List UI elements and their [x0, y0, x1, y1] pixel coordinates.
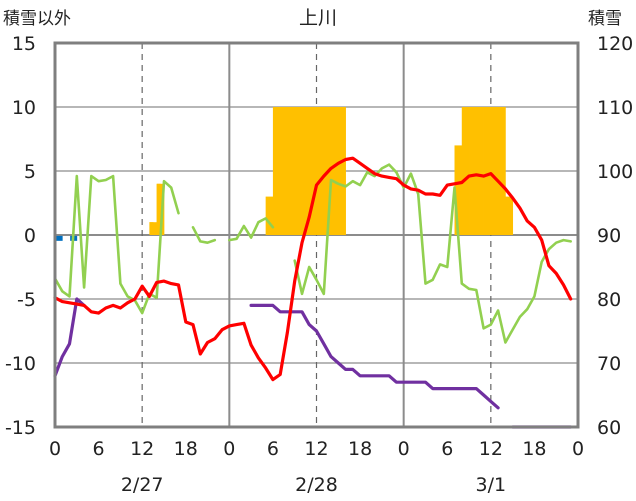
temperature-line	[53, 156, 573, 382]
precip-bar	[149, 222, 158, 235]
x-tick-label: 0	[572, 438, 584, 460]
x-tick-label: 12	[130, 438, 154, 460]
axes	[53, 41, 580, 429]
right-tick-label: 110	[597, 97, 633, 119]
left-tick-label: -15	[5, 417, 36, 439]
wind-line	[53, 174, 180, 315]
blue-mark	[55, 235, 63, 241]
right-tick-label: 60	[597, 417, 621, 439]
right-axis-label: 積雪	[588, 9, 622, 29]
precip-bar	[301, 107, 310, 235]
snow-depth-line	[249, 303, 500, 410]
precip-bar	[272, 107, 281, 235]
precip-bar	[309, 107, 317, 235]
precip-bar	[265, 196, 274, 235]
plot-frame	[53, 41, 580, 429]
precip-bar	[338, 107, 346, 235]
x-tick-label: 0	[398, 438, 410, 460]
right-tick-label: 70	[597, 353, 621, 375]
precip-bar	[280, 107, 288, 235]
date-label: 2/28	[295, 474, 338, 496]
left-axis-label: 積雪以外	[3, 9, 71, 29]
right-tick-label: 80	[597, 289, 621, 311]
left-tick-label: 10	[12, 97, 36, 119]
x-tick-label: 6	[93, 438, 105, 460]
precip-bar	[294, 107, 303, 235]
x-tick-label: 18	[348, 438, 372, 460]
precip-bar	[505, 196, 514, 235]
precip-bar	[331, 107, 339, 235]
x-tick-label: 18	[174, 438, 198, 460]
wind-line	[228, 217, 275, 242]
precip-bar	[287, 107, 296, 235]
wind-line	[293, 163, 572, 344]
date-label: 3/1	[476, 474, 507, 496]
x-tick-label: 6	[441, 438, 453, 460]
x-tick-label: 6	[267, 438, 279, 460]
left-tick-label: -10	[5, 353, 36, 375]
left-tick-label: -5	[17, 289, 36, 311]
chart-title: 上川	[299, 7, 337, 29]
left-tick-label: 5	[24, 161, 36, 183]
date-label: 2/27	[121, 474, 164, 496]
right-tick-label: 100	[597, 161, 633, 183]
x-tick-label: 12	[304, 438, 328, 460]
precip-bar	[469, 107, 477, 235]
precip-bar	[498, 107, 506, 235]
left-tick-label: 0	[24, 225, 36, 247]
left-tick-label: 15	[12, 33, 36, 55]
right-tick-label: 120	[597, 33, 633, 55]
precip-bar	[483, 107, 492, 235]
x-tick-label: 12	[479, 438, 503, 460]
snow-depth-line	[53, 297, 86, 378]
precip-bar	[156, 183, 165, 235]
data-series	[53, 156, 573, 429]
precip-bar	[454, 145, 463, 235]
x-tick-label: 0	[49, 438, 61, 460]
wind-line	[191, 226, 217, 244]
right-tick-label: 90	[597, 225, 621, 247]
precip-bar	[476, 107, 484, 235]
x-tick-label: 18	[522, 438, 546, 460]
precip-bar	[316, 107, 325, 235]
x-tick-label: 0	[223, 438, 235, 460]
precip-bar	[461, 107, 470, 235]
precip-bar	[490, 107, 499, 235]
